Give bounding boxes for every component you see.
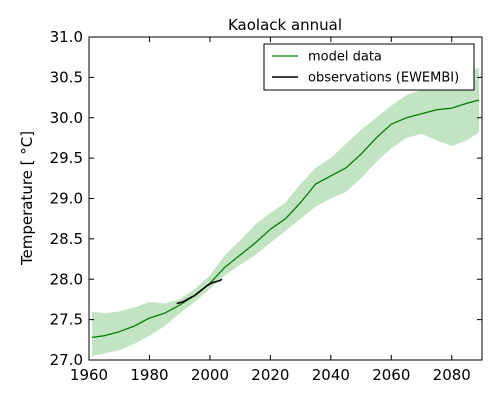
y-tick-label: 27.5 [50,311,83,329]
y-tick-label: 29.5 [50,149,83,167]
y-tick-label: 30.0 [50,109,83,127]
x-tick-label: 2000 [191,366,229,384]
y-tick-label: 28.0 [50,270,83,288]
y-tick-label: 29.0 [50,190,83,208]
chart-title: Kaolack annual [228,16,342,34]
plot-area [92,68,479,356]
legend-label-model: model data [308,50,382,65]
y-tick-label: 28.5 [50,230,83,248]
x-tick-label: 2020 [251,366,289,384]
x-tick-label: 1980 [130,366,168,384]
series-band-model [92,68,479,356]
y-tick-label: 31.0 [50,28,83,46]
legend: model data observations (EWEMBI) [264,44,474,90]
y-axis-label: Temperature [ °C] [18,131,36,266]
y-tick-label: 27.0 [50,351,83,369]
y-tick-label: 30.5 [50,68,83,86]
x-tick-label: 2060 [372,366,410,384]
legend-label-observations: observations (EWEMBI) [308,71,459,86]
x-tick-label: 2040 [312,366,350,384]
x-tick-label: 2080 [433,366,471,384]
series-line-model [92,100,479,337]
